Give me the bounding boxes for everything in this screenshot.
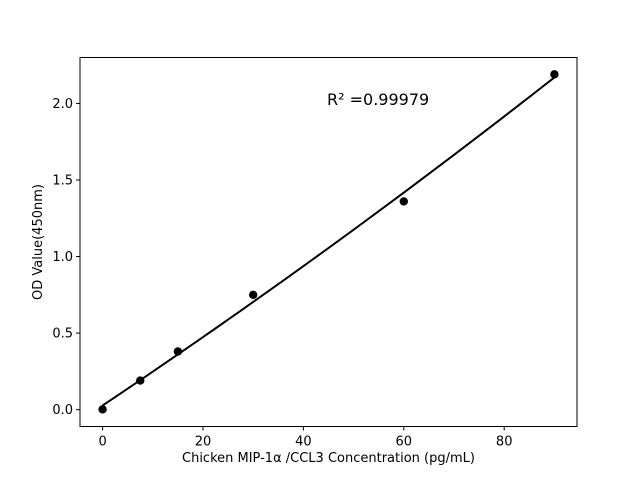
- data-point: [249, 290, 258, 300]
- plot-layer: 0 20 40 60 80 0.0 0.5 1.0 1.5 2.0: [52, 57, 578, 450]
- y-tick-label: 0.0: [52, 403, 73, 418]
- data-point: [136, 376, 145, 385]
- y-tick-label: 1.5: [52, 173, 73, 188]
- data-point: [173, 347, 183, 356]
- y-tick-label: 0.5: [52, 327, 73, 342]
- x-tick-label: 60: [396, 435, 413, 450]
- x-tick-label: 80: [496, 435, 513, 450]
- x-tick-label: 40: [295, 435, 312, 450]
- y-tick-label: 1.0: [52, 250, 73, 265]
- data-point: [550, 70, 559, 79]
- x-axis-label: Chicken MIP-1α /CCL3 Concentration (pg/m…: [182, 451, 475, 466]
- fit-line: [102, 76, 556, 407]
- y-axis-label: OD Value(450nm): [31, 184, 46, 300]
- data-point: [399, 197, 408, 206]
- plot-border: [79, 57, 578, 427]
- x-tick-label: 0: [98, 435, 106, 450]
- y-tick-label: 2.0: [52, 97, 73, 112]
- x-tick-label: 20: [195, 435, 212, 450]
- data-point: [98, 405, 107, 414]
- r-squared-annotation: R² =0.99979: [327, 90, 429, 109]
